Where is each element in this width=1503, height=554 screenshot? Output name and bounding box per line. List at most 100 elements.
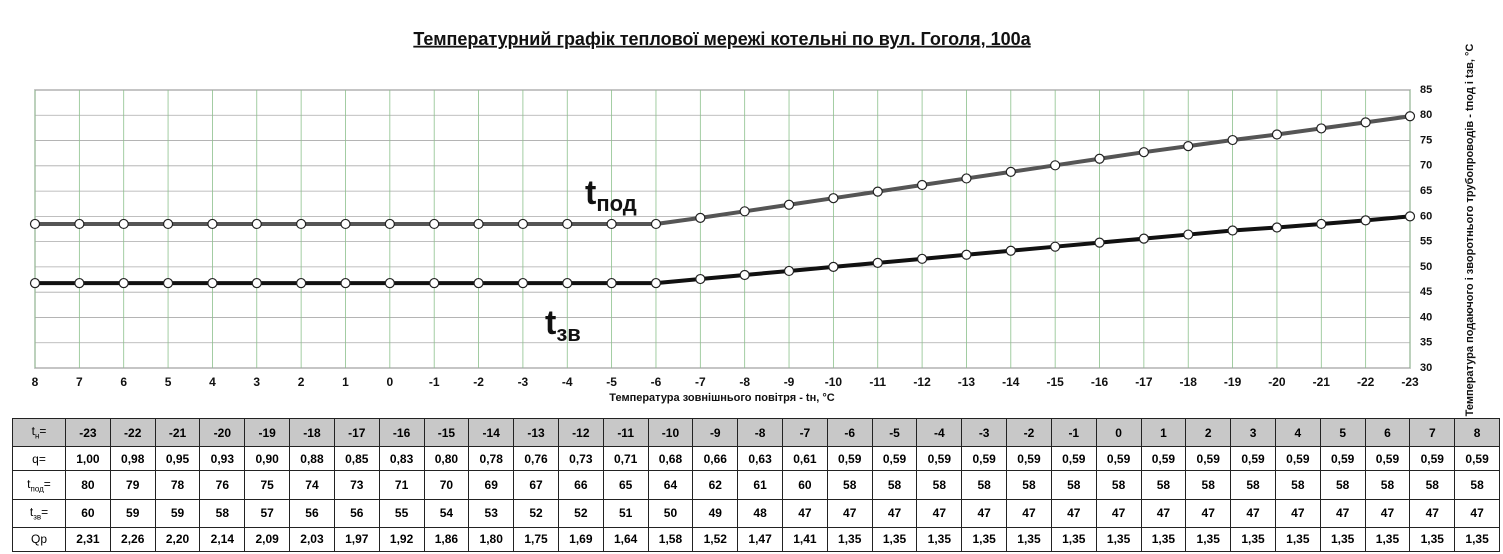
table-cell: -12: [557, 417, 604, 448]
y-tick-label: 40: [1420, 311, 1432, 323]
table-cell: 1,80: [468, 526, 515, 553]
table-cell: 2: [1185, 417, 1232, 448]
table-cell: 0,59: [916, 446, 963, 472]
row-label-main: Qр: [30, 532, 47, 547]
table-cell: 1,35: [826, 526, 873, 553]
x-tick-label: 0: [386, 375, 393, 389]
x-tick-label: 7: [76, 375, 83, 389]
row-label-main: t: [29, 504, 34, 519]
annotation-main: t: [585, 174, 596, 212]
x-tick-label: 5: [165, 375, 172, 389]
point: [1316, 218, 1327, 230]
table-cell: 47: [961, 498, 1008, 528]
table-cell: 1,35: [1409, 526, 1456, 553]
point: [517, 218, 529, 230]
point: [739, 269, 750, 281]
table-cell: 58: [1454, 470, 1500, 500]
plot-frame: [34, 89, 1411, 369]
table-cell: 0,68: [647, 446, 694, 472]
table-cell: 0,59: [1454, 446, 1500, 472]
table-cell: -11: [602, 417, 649, 448]
table-cell: 0,95: [154, 446, 201, 472]
row-label-sub: н: [34, 431, 40, 441]
table-cell: -5: [871, 417, 918, 448]
table-cell: 47: [1454, 498, 1500, 528]
x-tick-label: -11: [869, 375, 886, 389]
table-cell: 76: [199, 470, 246, 500]
row-label: tпод=: [12, 470, 66, 500]
table-cell: 1,35: [916, 526, 963, 553]
table-cell: -3: [961, 417, 1008, 448]
point: [429, 218, 440, 230]
table-cell: -6: [826, 417, 873, 448]
row-label: q=: [12, 446, 66, 472]
table-cell: 2,26: [109, 526, 156, 553]
table-cell: 60: [65, 498, 111, 528]
table-cell: 58: [871, 470, 918, 500]
y-tick-label: 55: [1420, 236, 1432, 248]
point: [517, 277, 529, 289]
annotation-main: t: [545, 304, 556, 342]
table-cell: 58: [826, 470, 873, 500]
y-tick-label: 50: [1420, 261, 1432, 273]
row-label-main: t: [27, 476, 31, 491]
table-cell: 47: [1050, 498, 1097, 528]
table-cell: -2: [1006, 417, 1052, 448]
point: [340, 277, 351, 289]
point: [783, 199, 795, 210]
x-tick-label: -16: [1091, 375, 1109, 389]
table-cell: 58: [1185, 470, 1232, 500]
point: [650, 277, 662, 289]
point: [1005, 166, 1016, 177]
x-tick-label: -10: [825, 375, 843, 389]
row-label-sub: зв: [33, 512, 42, 522]
table-cell: 1,35: [1319, 526, 1366, 553]
table-cell: 58: [1364, 470, 1411, 500]
point: [1360, 215, 1371, 226]
y-tick-label: 45: [1420, 286, 1432, 298]
point: [828, 261, 839, 273]
point: [384, 218, 395, 230]
table-cell: 0,59: [1140, 446, 1187, 472]
table-row: tн= -23 -22 -21 -20 -19 -18 -17 -16 -15 -14 -13 -12-…: [12, 417, 1500, 448]
table-cell: 1,35: [1185, 526, 1232, 553]
table-cell: 1,35: [961, 526, 1008, 553]
series-line: [35, 114, 1411, 226]
table-cell: 52: [557, 498, 604, 528]
table-cell: 49: [692, 498, 739, 528]
chart-title: Температурний графік теплової мережі кот…: [413, 29, 1031, 49]
annotation-sub: зв: [556, 321, 580, 346]
point: [916, 179, 928, 191]
x-tick-label: 4: [209, 375, 216, 389]
table-cell: 1,35: [1006, 526, 1052, 553]
table-cell: -16: [378, 417, 425, 448]
x-tick-label: -14: [1002, 375, 1020, 389]
table-cell: 58: [1140, 470, 1187, 500]
point: [1050, 241, 1061, 252]
table-cell: 55: [378, 498, 425, 528]
table-cell: 71: [378, 470, 425, 500]
x-tick-label: -19: [1224, 375, 1242, 389]
point: [562, 218, 573, 230]
x-tick-label: -1: [429, 375, 440, 389]
table-cell: 51: [602, 498, 649, 528]
table-cell: 0,80: [423, 446, 470, 472]
y-tick-label: 30: [1420, 362, 1432, 374]
point: [872, 186, 883, 197]
table-cell: 1,75: [513, 526, 559, 553]
table-cell: 80: [65, 470, 111, 500]
x-tick-label: -7: [695, 375, 706, 389]
point: [429, 277, 440, 289]
table-cell: 54: [423, 498, 470, 528]
table-cell: -4: [916, 417, 963, 448]
table-cell: 58: [1274, 470, 1321, 500]
table-cell: 65: [602, 470, 649, 500]
point: [207, 277, 218, 289]
point: [606, 218, 617, 230]
x-tick-label: -9: [784, 375, 795, 389]
table-cell: -20: [199, 417, 246, 448]
table-cell: 47: [871, 498, 918, 528]
table-cell: 2,14: [199, 526, 246, 553]
x-tick-label: 3: [253, 375, 260, 389]
point: [606, 277, 617, 289]
